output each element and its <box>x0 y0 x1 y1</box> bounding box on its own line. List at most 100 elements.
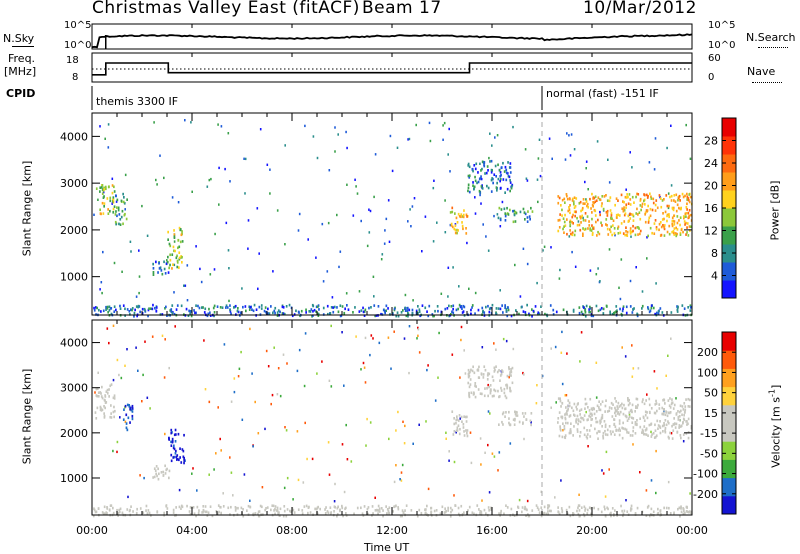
power-speckle <box>646 236 648 239</box>
power-cell <box>562 227 564 231</box>
power-cell <box>676 221 679 225</box>
velocity-cell <box>545 512 548 516</box>
velocity-cell <box>405 504 408 507</box>
power-cell <box>668 215 670 219</box>
power-cell <box>563 197 566 201</box>
velocity-cell <box>500 386 502 390</box>
velocity-cell <box>510 374 512 377</box>
power-speckle <box>428 121 431 125</box>
power-cell <box>124 314 126 317</box>
power-cell <box>549 304 552 307</box>
velocity-cell <box>511 381 514 385</box>
power-cell <box>671 206 674 210</box>
velocity-cell <box>568 415 571 418</box>
velocity-cell <box>339 508 341 512</box>
velocity-speckle <box>164 432 166 436</box>
power-cell <box>652 197 655 201</box>
power-cell <box>417 311 419 315</box>
power-cell <box>515 309 517 312</box>
power-cell <box>112 207 115 211</box>
velocity-cell <box>459 427 461 431</box>
velocity-cell <box>590 507 592 510</box>
velocity-cell <box>604 514 607 518</box>
power-cell <box>632 224 634 228</box>
power-cell <box>669 195 671 199</box>
power-cell <box>641 202 644 206</box>
velocity-cell <box>367 512 369 516</box>
power-cell <box>606 224 608 227</box>
power-cell <box>666 230 669 234</box>
velocity-cell <box>487 372 489 375</box>
velocity-speckle <box>341 331 343 334</box>
power-cell <box>626 230 629 234</box>
power-speckle <box>655 282 657 285</box>
power-cell <box>174 249 176 253</box>
velocity-speckle <box>303 384 306 388</box>
power-cell <box>507 174 510 178</box>
power-cell <box>658 228 660 232</box>
power-cell <box>686 202 688 206</box>
power-speckle <box>387 199 390 202</box>
power-cell <box>574 205 577 208</box>
velocity-cell <box>125 422 128 425</box>
velocity-cell <box>500 389 503 392</box>
power-cell <box>688 215 690 219</box>
velocity-cell <box>573 414 576 417</box>
velocity-cell <box>254 512 257 515</box>
velocity-cell <box>667 435 670 439</box>
velocity-cell <box>646 506 649 509</box>
power-cell <box>165 262 168 265</box>
power-cell <box>421 304 424 307</box>
velocity-cell <box>112 410 115 414</box>
velocity-speckle <box>192 467 194 470</box>
velocity-cell <box>577 506 579 510</box>
velocity-cell <box>636 406 639 409</box>
power-cell <box>557 219 560 222</box>
power-speckle <box>635 266 637 269</box>
power-cell <box>155 306 158 309</box>
velocity-cell <box>662 413 665 416</box>
power-speckle <box>440 292 443 295</box>
velocity-cell <box>95 394 98 397</box>
power-cell <box>568 208 571 211</box>
power-cell <box>427 314 430 318</box>
power-cell <box>564 213 566 217</box>
power-cell <box>468 165 471 169</box>
power-cell <box>157 271 159 274</box>
power-cell <box>245 309 247 313</box>
velocity-cell <box>647 434 649 437</box>
power-cell <box>620 222 623 225</box>
power-cell <box>686 198 688 201</box>
power-speckle <box>93 213 95 216</box>
power-cell <box>590 207 592 210</box>
velocity-cell <box>471 511 474 514</box>
power-cell <box>93 306 95 310</box>
power-cell <box>618 214 621 217</box>
velocity-speckle <box>427 487 430 491</box>
velocity-speckle <box>196 489 198 492</box>
power-cell <box>485 171 488 175</box>
power-cell <box>589 197 591 201</box>
velocity-cell <box>463 511 465 514</box>
xtick-label: 16:00 <box>476 524 508 537</box>
power-cell <box>598 198 601 201</box>
velocity-cell <box>598 400 600 403</box>
velocity-speckle <box>254 400 256 404</box>
velocity-speckle <box>493 342 495 345</box>
velocity-cell <box>656 419 659 423</box>
velocity-speckle <box>459 376 461 379</box>
velocity-cell <box>257 510 260 514</box>
velocity-cell <box>101 396 104 400</box>
velocity-cell <box>568 401 571 405</box>
power-speckle <box>373 295 375 298</box>
velocity-cell <box>97 507 100 510</box>
power-cell <box>582 218 585 222</box>
xtick-label: 00:00 <box>676 524 708 537</box>
power-speckle <box>608 181 611 184</box>
velocity-speckle <box>595 361 598 364</box>
power-speckle <box>244 157 247 161</box>
power-speckle <box>551 157 553 160</box>
power-cell <box>592 227 595 230</box>
velocity-speckle <box>404 424 406 428</box>
power-cell <box>260 304 263 307</box>
